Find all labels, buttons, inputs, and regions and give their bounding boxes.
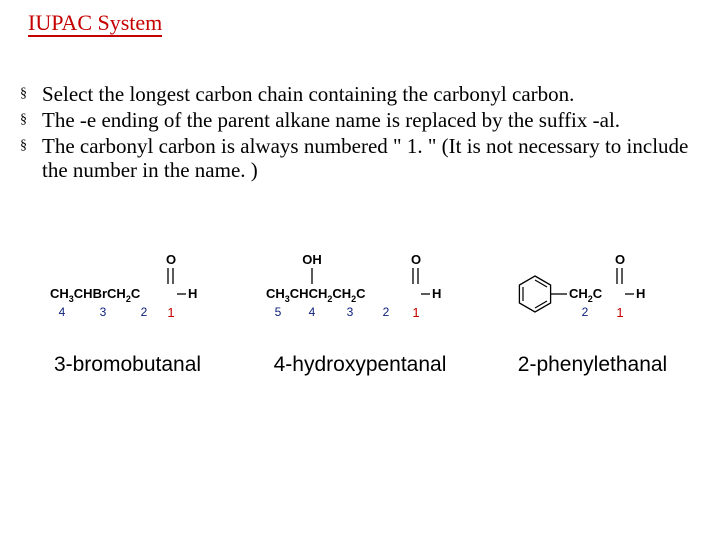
locant: 4: [59, 305, 66, 319]
molecule-2-name: 4-hydroxypentanal: [258, 353, 463, 377]
locant: 2: [382, 305, 389, 319]
formula-text: CH3CHCH2CH2C: [266, 286, 366, 304]
locant-red: 1: [616, 305, 623, 320]
benzene-ring-icon: [519, 276, 550, 312]
bullet-marker: §: [20, 108, 42, 129]
locant: 3: [100, 305, 107, 319]
bullet-marker: §: [20, 82, 42, 103]
molecule-3-structure: O CH2C H 2 1: [505, 250, 680, 342]
molecule-3-name: 2-phenylethanal: [505, 353, 680, 377]
bullet-text: The carbonyl carbon is always numbered "…: [42, 134, 708, 184]
molecule-1-name: 3-bromobutanal: [40, 353, 215, 377]
bullet-list: § Select the longest carbon chain contai…: [20, 82, 708, 184]
oxygen-label: O: [410, 252, 420, 267]
slide-title: IUPAC System: [28, 10, 162, 36]
title-text: IUPAC System: [28, 10, 162, 37]
locant: 2: [582, 305, 589, 319]
bullet-marker: §: [20, 134, 42, 155]
bullet-item: § The -e ending of the parent alkane nam…: [20, 108, 708, 133]
molecule-2-structure: OH O CH3CHCH2CH2C H 5 4 3 2 1: [258, 250, 463, 342]
bullet-item: § The carbonyl carbon is always numbered…: [20, 134, 708, 184]
molecule-figures: O CH3CHBrCH2C H 4 3 2 1 3-bromobutanal: [40, 250, 680, 420]
locant-red: 1: [167, 305, 174, 320]
locant: 4: [308, 305, 315, 319]
locant: 3: [346, 305, 353, 319]
locant: 5: [274, 305, 281, 319]
formula-text: CH2C: [569, 286, 603, 304]
oxygen-label: O: [615, 252, 625, 267]
molecule-1-structure: O CH3CHBrCH2C H 4 3 2 1: [40, 250, 215, 342]
molecule-1: O CH3CHBrCH2C H 4 3 2 1 3-bromobutanal: [40, 250, 215, 377]
formula-h: H: [188, 286, 197, 301]
bullet-text: Select the longest carbon chain containi…: [42, 82, 708, 107]
locant: 2: [141, 305, 148, 319]
hydroxyl-label: OH: [302, 252, 322, 267]
bullet-text: The -e ending of the parent alkane name …: [42, 108, 708, 133]
locant-red: 1: [412, 305, 419, 320]
molecule-2: OH O CH3CHCH2CH2C H 5 4 3 2 1 4-hydroxyp: [258, 250, 463, 377]
formula-h: H: [432, 286, 441, 301]
molecule-3: O CH2C H 2 1 2-phenylethanal: [505, 250, 680, 377]
formula-h: H: [636, 286, 645, 301]
bullet-item: § Select the longest carbon chain contai…: [20, 82, 708, 107]
formula-text: CH3CHBrCH2C: [50, 286, 141, 304]
oxygen-label: O: [166, 252, 176, 267]
slide-root: IUPAC System § Select the longest carbon…: [0, 0, 720, 540]
